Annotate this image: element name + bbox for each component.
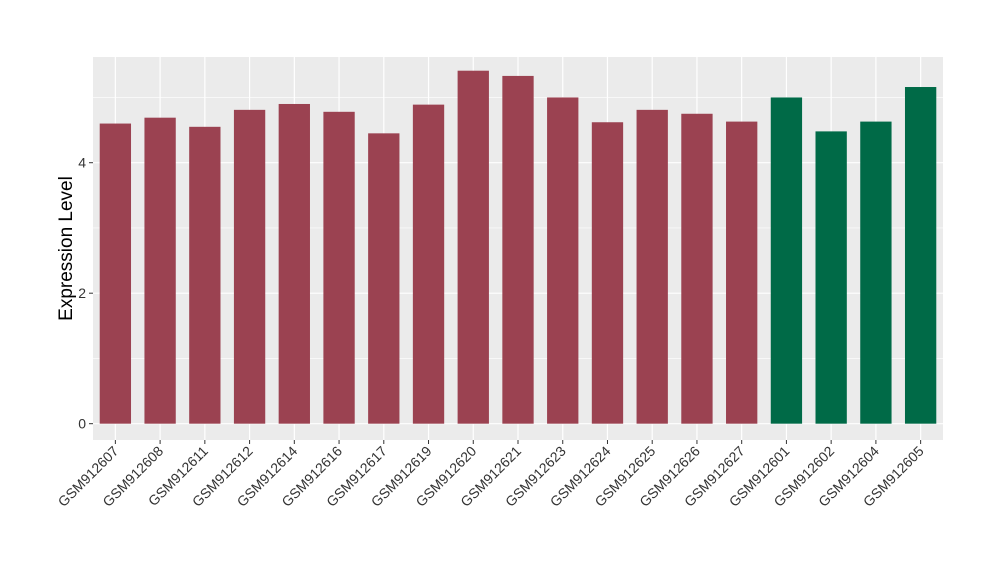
- bars: [99, 70, 937, 424]
- bar-GSM912623: [547, 97, 579, 424]
- bar-GSM912604: [860, 121, 892, 424]
- x-axis: GSM912607GSM912608GSM912611GSM912612GSM9…: [55, 440, 927, 510]
- bar-GSM912608: [144, 117, 176, 424]
- bar-GSM912612: [233, 109, 266, 424]
- bar-GSM912617: [368, 133, 400, 424]
- bar-GSM912614: [278, 103, 310, 424]
- bar-GSM912616: [323, 111, 355, 424]
- bar-GSM912625: [636, 109, 668, 424]
- y-tick-label: 0: [78, 416, 86, 432]
- bar-GSM912611: [189, 126, 221, 424]
- bar-GSM912602: [815, 131, 847, 424]
- bar-GSM912619: [412, 104, 445, 424]
- bar-GSM912621: [502, 75, 534, 424]
- bar-GSM912607: [99, 123, 132, 424]
- y-axis: 0 2 4: [78, 155, 93, 432]
- bar-GSM912627: [726, 121, 758, 424]
- bar-GSM912601: [770, 97, 803, 424]
- y-axis-title: Expression Level: [56, 176, 77, 321]
- bar-GSM912626: [681, 113, 713, 424]
- bar-GSM912624: [591, 122, 624, 424]
- y-tick-label: 2: [78, 285, 86, 301]
- bar-GSM912620: [457, 70, 489, 424]
- y-tick-label: 4: [78, 155, 86, 171]
- bar-GSM912605: [904, 87, 937, 424]
